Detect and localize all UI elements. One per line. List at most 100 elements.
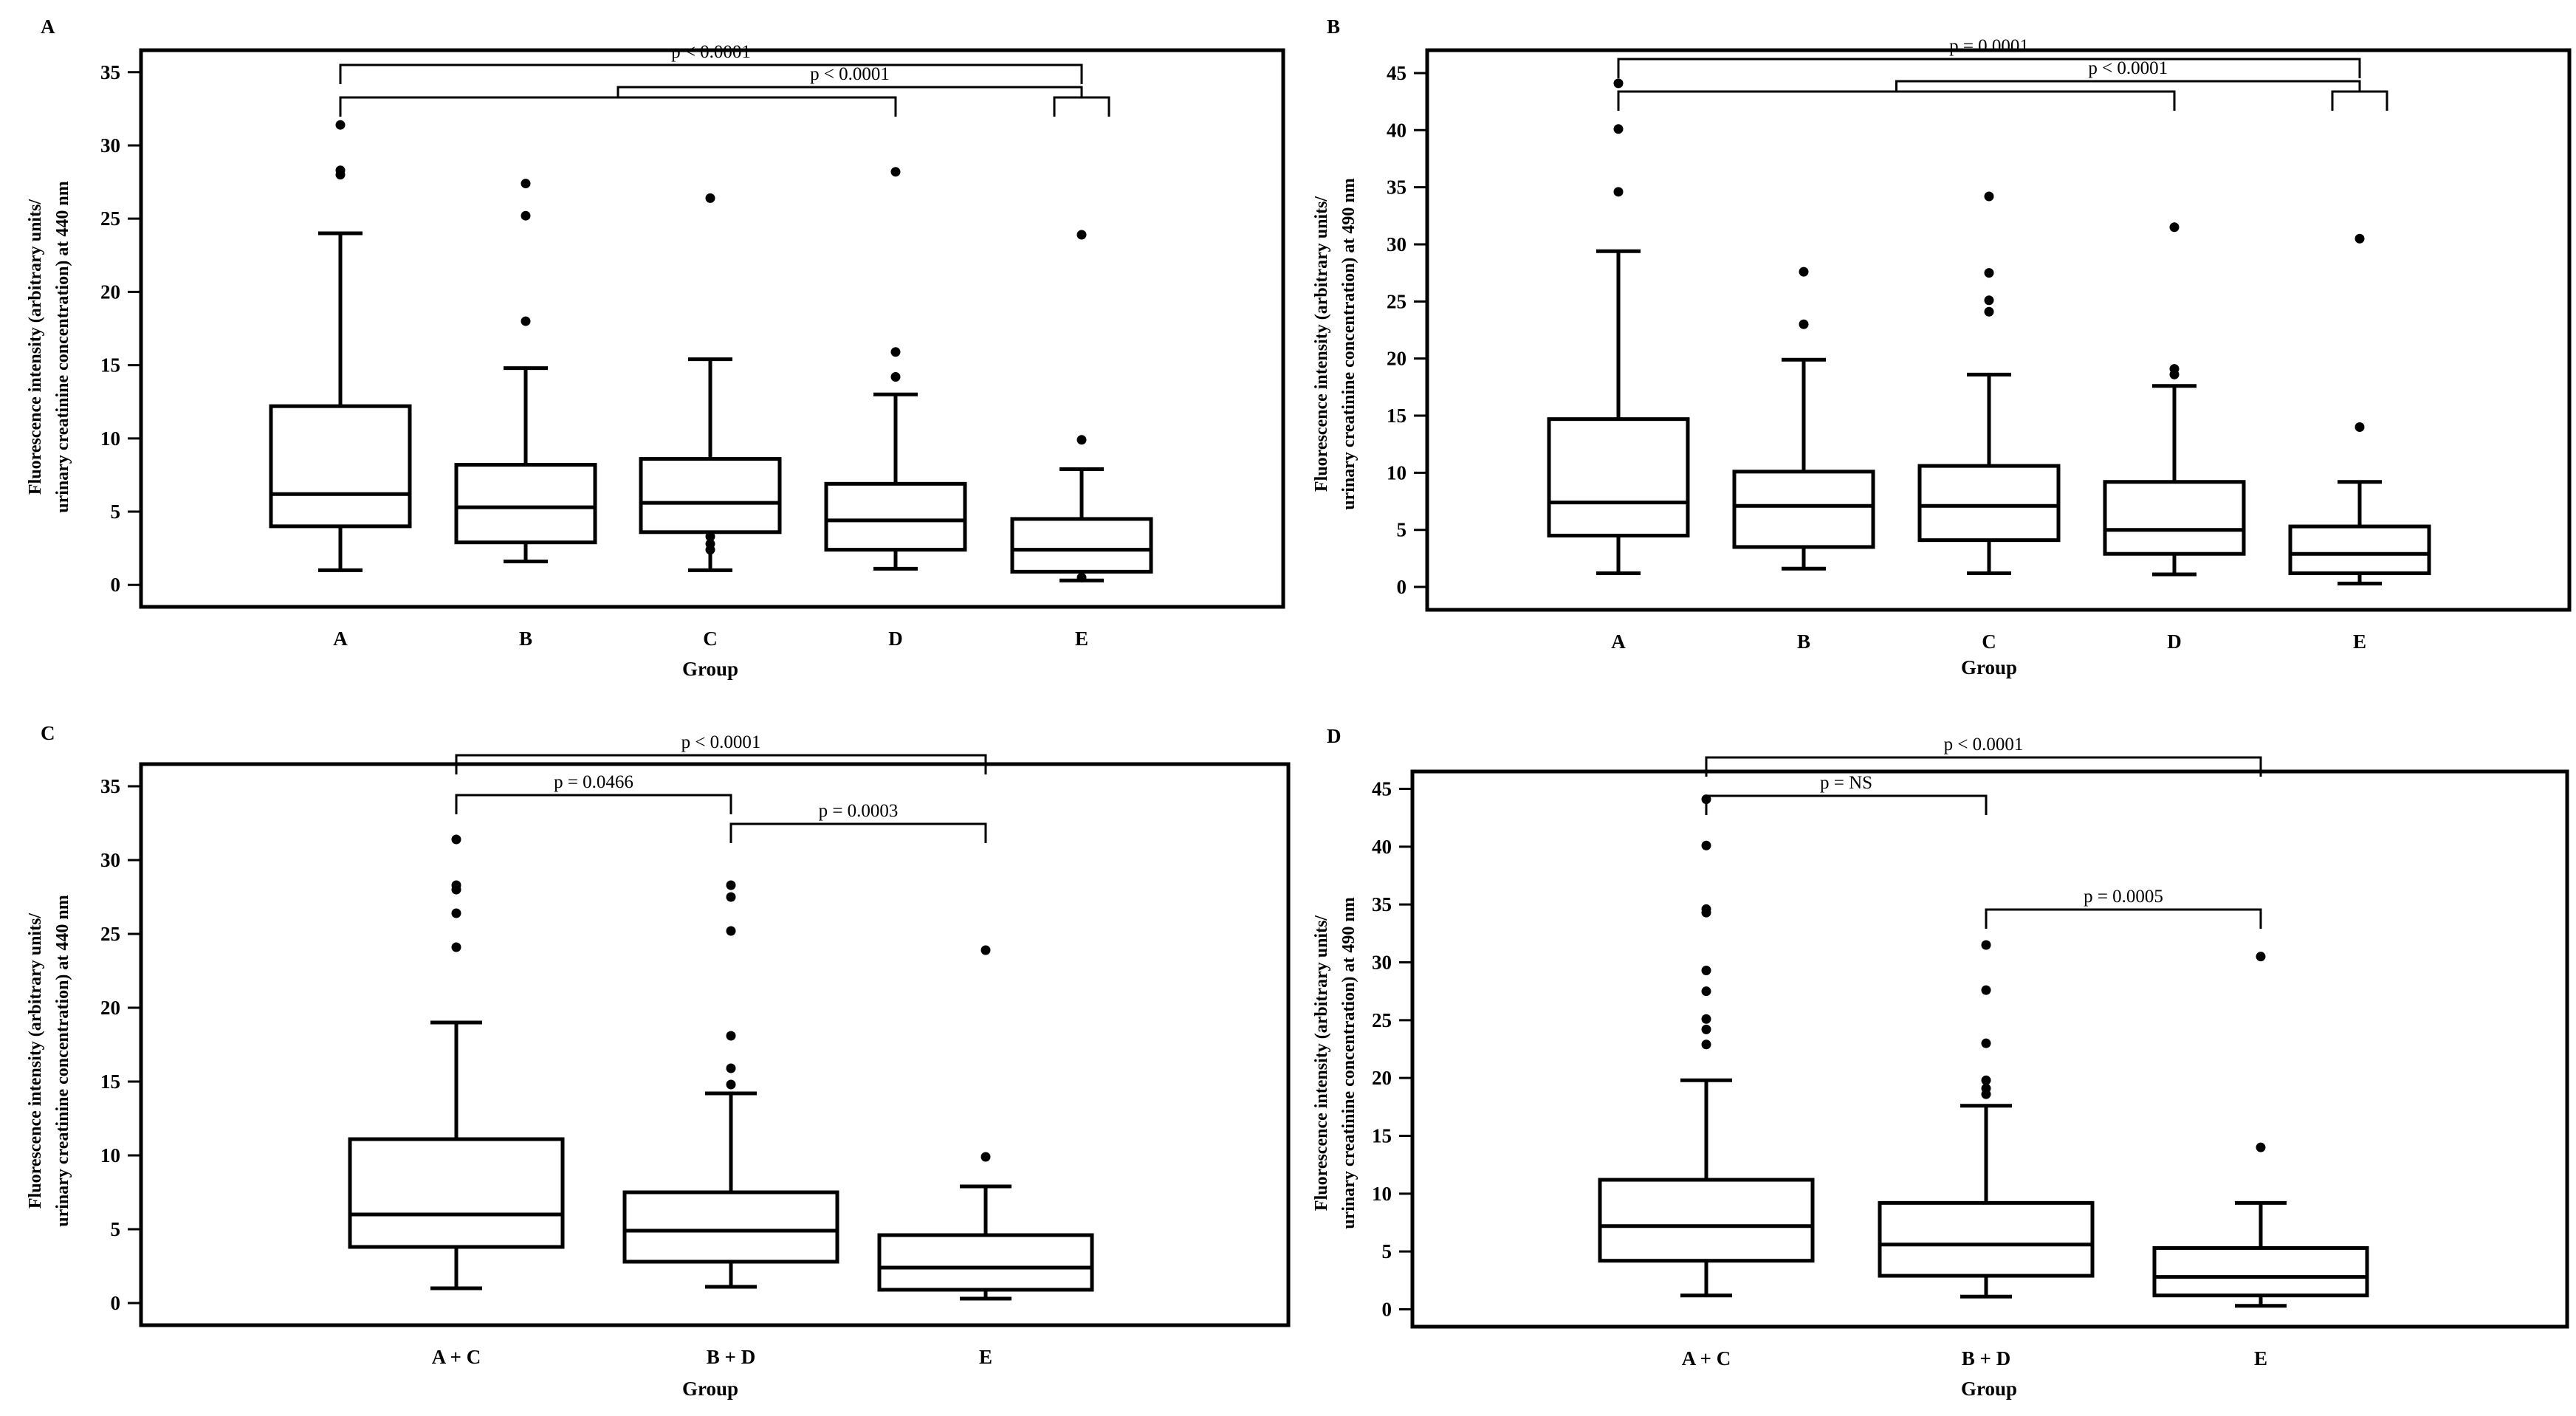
x-tick-label: A — [333, 628, 348, 650]
outlier-point — [1701, 904, 1711, 914]
outlier-point — [335, 165, 346, 176]
box-iqr — [348, 1137, 565, 1249]
y-tick-label: 0 — [1382, 1299, 1392, 1321]
box-iqr — [1010, 517, 1153, 574]
x-tick-label: E — [2353, 630, 2366, 653]
y-tick-label: 0 — [111, 574, 121, 596]
outlier-point — [2256, 952, 2266, 962]
y-tick-label: 0 — [111, 1292, 121, 1314]
outlier-point — [1984, 191, 1994, 202]
outlier-point — [335, 120, 346, 130]
outlier-point — [705, 532, 715, 542]
outlier-point — [1984, 295, 1994, 306]
p-value-label: p < 0.0001 — [1944, 735, 2024, 755]
outlier-point — [726, 1063, 736, 1073]
outlier-point — [1076, 572, 1087, 582]
y-tick-label: 25 — [100, 923, 120, 945]
significance-bracket — [616, 86, 1083, 97]
panel-d-ylabel-line-2: urinary creatinine concentration) at 490… — [1339, 897, 1359, 1229]
y-tick-label: 45 — [1372, 778, 1392, 800]
outlier-point — [726, 1031, 736, 1041]
y-tick-label: 35 — [1372, 893, 1392, 915]
x-tick-label: B + D — [1962, 1347, 2010, 1369]
panel-a-plot: 0 5 10 15 20 25 30 35 A B C D Ep < 0.0001 p < 0.0001 — [100, 42, 1285, 650]
outlier-point — [1984, 306, 1994, 317]
panel-c-label: C — [41, 722, 55, 744]
group-bracket-right — [2331, 90, 2388, 111]
panel-b-xlabel: Group — [1961, 656, 2017, 678]
significance-bracket — [455, 794, 732, 814]
outlier-point — [1701, 1024, 1711, 1034]
panel-a-label: A — [41, 16, 55, 38]
significance-bracket — [1985, 908, 2262, 929]
x-tick-label: B — [1797, 630, 1810, 653]
outlier-point — [726, 892, 736, 902]
panel-c-plot: 0 5 10 15 20 25 30 35 A + C B + D Ep < 0.0001 p = 0… — [100, 732, 1291, 1368]
panel-b: B 0 5 10 15 20 25 30 35 40 45 A B C D Ep = 0.0001 p < 0… — [1312, 16, 2572, 678]
box-iqr — [639, 457, 782, 535]
outlier-point — [705, 539, 715, 549]
y-tick-label: 25 — [1372, 1009, 1392, 1031]
panel-a-ylabel-line-2: urinary creatinine concentration) at 440… — [53, 181, 72, 513]
y-tick-label: 15 — [1372, 1125, 1392, 1147]
outlier-point — [890, 371, 901, 382]
p-value-label: p = 0.0003 — [819, 801, 899, 821]
outlier-point — [1613, 78, 1624, 89]
panel-d-label: D — [1327, 725, 1342, 747]
x-tick-label: C — [1982, 630, 1996, 653]
y-tick-label: 25 — [1387, 290, 1407, 312]
y-tick-label: 10 — [100, 427, 120, 450]
panel-c-ylabel-line-1: Fluorescence intensity (arbitrary units/ — [26, 913, 45, 1209]
p-value-label: p < 0.0001 — [810, 64, 890, 84]
p-value-label: p = 0.0466 — [554, 772, 633, 792]
box-iqr — [824, 481, 967, 552]
outlier-point — [1981, 1083, 1991, 1093]
plot-frame — [1410, 769, 2569, 1329]
panel-d: D 0 5 10 15 20 25 30 35 40 45 A + C B + D Ep < 0.000… — [1312, 725, 2569, 1400]
significance-bracket — [1617, 58, 2361, 78]
outlier-point — [2169, 364, 2180, 374]
panel-d-ylabel-line-1: Fluorescence intensity (arbitrary units/ — [1312, 915, 1331, 1211]
p-value-label: p < 0.0001 — [681, 732, 761, 752]
significance-bracket — [1895, 80, 2361, 92]
panel-d-plot: 0 5 10 15 20 25 30 35 40 45 A + C B + D Ep < 0.0001 p… — [1372, 735, 2569, 1369]
significance-bracket — [339, 63, 1083, 84]
y-tick-label: 35 — [100, 61, 120, 83]
outlier-point — [2355, 422, 2365, 432]
x-tick-label: E — [979, 1346, 992, 1368]
p-value-label: p = 0.0005 — [2084, 887, 2163, 907]
x-tick-label: A + C — [1682, 1347, 1731, 1369]
outlier-point — [705, 193, 715, 203]
y-tick-label: 5 — [1382, 1240, 1392, 1262]
y-tick-label: 30 — [1372, 952, 1392, 974]
plot-frame — [139, 762, 1291, 1327]
box-iqr — [1732, 470, 1875, 549]
outlier-point — [1701, 1039, 1711, 1050]
y-tick-label: 5 — [111, 501, 121, 523]
plot-frame — [1425, 48, 2572, 612]
outlier-point — [1799, 319, 1809, 329]
y-tick-label: 15 — [100, 1070, 120, 1093]
y-tick-label: 15 — [1387, 405, 1407, 427]
box-iqr — [2103, 480, 2246, 556]
significance-bracket — [729, 822, 987, 843]
x-tick-label: B — [519, 628, 532, 650]
y-tick-label: 0 — [1397, 576, 1407, 598]
y-tick-label: 5 — [1397, 519, 1407, 541]
x-tick-label: D — [2167, 630, 2182, 653]
outlier-point — [726, 1079, 736, 1090]
x-tick-label: B + D — [707, 1346, 755, 1368]
y-tick-label: 20 — [1387, 348, 1407, 370]
outlier-point — [451, 942, 461, 952]
outlier-point — [1981, 1038, 1991, 1048]
outlier-point — [980, 945, 991, 955]
panel-b-plot: 0 5 10 15 20 25 30 35 40 45 A B C D Ep = 0.0001 p < 0.0… — [1387, 36, 2572, 653]
y-tick-label: 20 — [100, 997, 120, 1019]
outlier-point — [521, 316, 531, 326]
y-tick-label: 20 — [100, 281, 120, 303]
p-value-label: p = 0.0001 — [1949, 36, 2029, 56]
outlier-point — [521, 179, 531, 189]
outlier-point — [2355, 233, 2365, 244]
y-tick-label: 25 — [100, 207, 120, 230]
